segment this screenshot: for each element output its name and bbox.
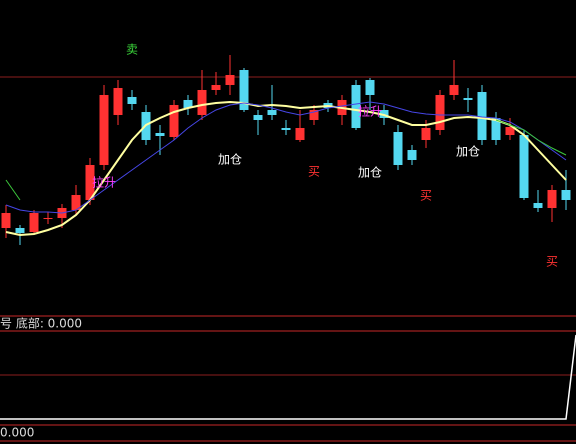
candle-body xyxy=(169,105,179,137)
candle-body xyxy=(365,80,375,95)
candle-body xyxy=(239,70,249,110)
candle-body xyxy=(491,118,501,140)
candle-body xyxy=(547,190,557,208)
candle-body xyxy=(477,92,487,140)
candle-body xyxy=(463,98,473,100)
candle-body xyxy=(253,115,263,120)
candle-body xyxy=(393,132,403,165)
candle-body xyxy=(1,213,11,228)
candle-body xyxy=(449,85,459,95)
candle-body xyxy=(99,95,109,165)
candle-body xyxy=(197,90,207,115)
annotation: 加仓 xyxy=(218,153,242,167)
indicator-line xyxy=(0,334,576,420)
candle-body xyxy=(29,213,39,232)
candle-body xyxy=(295,128,305,140)
ma-line xyxy=(5,100,567,237)
candle-body xyxy=(351,85,361,128)
annotation: 买 xyxy=(546,255,558,269)
candle-body xyxy=(267,110,277,115)
candle-body xyxy=(435,95,445,130)
candle-body xyxy=(155,133,165,136)
candle-body xyxy=(127,97,137,104)
candle-body xyxy=(183,100,193,108)
candle-body xyxy=(561,190,571,200)
candle-body xyxy=(309,110,319,120)
candle-body xyxy=(533,203,543,208)
annotation: 加仓 xyxy=(456,145,480,159)
candle-body xyxy=(85,165,95,200)
candle-body xyxy=(281,128,291,130)
annotation: 拉升 xyxy=(92,175,116,190)
annotation: 加仓 xyxy=(358,166,382,180)
candle-body xyxy=(71,195,81,210)
indicator-bottom-label: 0.000 xyxy=(0,426,34,440)
annotation: 买 xyxy=(308,165,320,179)
candle-body xyxy=(113,88,123,115)
ma-line xyxy=(5,119,567,201)
candle-body xyxy=(519,135,529,198)
annotation: 买 xyxy=(420,189,432,203)
candle-body xyxy=(211,85,221,90)
annotation: 拉升 xyxy=(358,104,382,119)
candle-body xyxy=(225,75,235,85)
candle-body xyxy=(407,150,417,160)
candle-body xyxy=(15,228,25,233)
indicator-label: 号 底部: 0.000 xyxy=(0,316,82,331)
annotation: 卖 xyxy=(126,43,138,57)
candle-body xyxy=(421,128,431,140)
ma-line xyxy=(5,101,567,214)
candle-body xyxy=(43,218,53,219)
candle-body xyxy=(505,127,515,135)
